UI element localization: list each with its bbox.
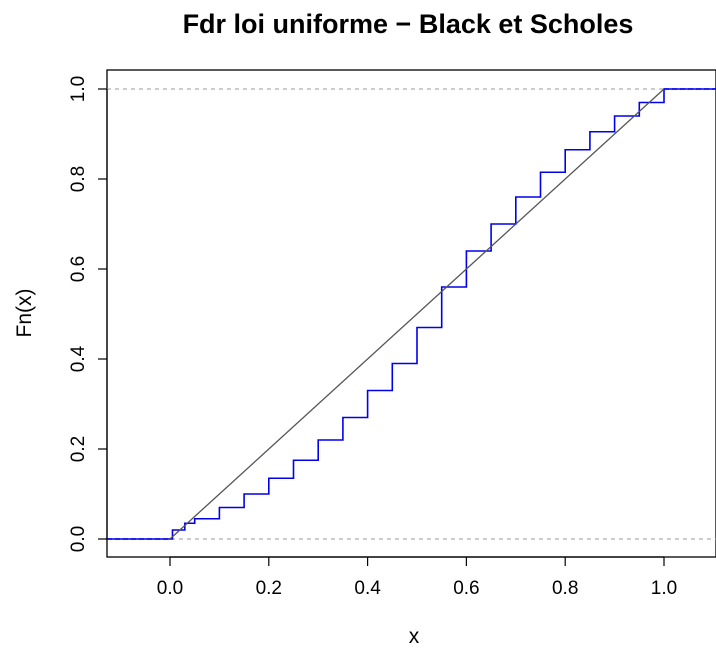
x-tick-label: 0.6 <box>453 578 479 599</box>
x-tick-label: 0.4 <box>354 578 381 599</box>
x-axis-label: x <box>409 625 420 648</box>
y-tick-label: 0.0 <box>68 526 89 552</box>
ecdf-step-series <box>105 88 716 540</box>
y-tick-label: 0.6 <box>68 256 89 282</box>
uniform-cdf-line <box>169 88 665 540</box>
x-tick-label: 0.2 <box>256 578 282 599</box>
y-tick-label: 0.2 <box>68 436 89 462</box>
x-tick-label: 0.0 <box>157 578 183 599</box>
y-tick-label: 0.8 <box>68 166 89 192</box>
x-tick-label: 0.8 <box>552 578 578 599</box>
y-axis-label: Fn(x) <box>13 289 36 338</box>
x-tick-label: 1.0 <box>651 578 677 599</box>
reference-lines <box>107 88 716 540</box>
x-axis: 0.0 0.2 0.4 0.6 0.8 1.0 <box>157 556 677 599</box>
y-tick-label: 1.0 <box>68 76 89 102</box>
series-group <box>105 88 716 540</box>
chart-title: Fdr loi uniforme − Black et Scholes <box>183 9 634 39</box>
y-tick-label: 0.4 <box>68 345 89 372</box>
y-axis: 0.0 0.2 0.4 0.6 0.8 1.0 <box>68 76 108 552</box>
plot-frame <box>106 69 716 558</box>
